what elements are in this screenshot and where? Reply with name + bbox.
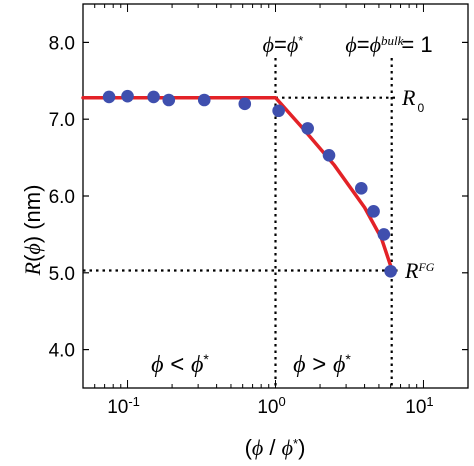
region-label-above: ϕ > ϕ* bbox=[293, 351, 351, 378]
x-tick-label-base-1: 10 bbox=[257, 397, 278, 418]
x-tick-label-exp-0: -1 bbox=[128, 394, 140, 409]
x-tick-label-0: 10-1 bbox=[107, 394, 140, 419]
data-point-7 bbox=[301, 122, 314, 135]
data-point-8 bbox=[322, 148, 336, 162]
fit-line bbox=[81, 95, 394, 271]
region-label-below: ϕ < ϕ* bbox=[151, 351, 209, 378]
x-tick-label-1: 100 bbox=[257, 394, 285, 419]
x-axis-label: (ϕ / ϕ*) bbox=[245, 435, 306, 460]
y-tick-label-2: 6.0 bbox=[49, 187, 75, 208]
x-tick-label-2: 101 bbox=[405, 394, 433, 419]
data-point-3 bbox=[162, 93, 176, 107]
data-point-0 bbox=[102, 90, 116, 104]
data-point-6 bbox=[272, 104, 285, 118]
y-tick-label-3: 7.0 bbox=[49, 110, 75, 131]
data-point-9 bbox=[354, 182, 368, 195]
data-point-10 bbox=[367, 205, 380, 218]
x-tick-label-base-0: 10 bbox=[107, 397, 128, 418]
data-point-1 bbox=[121, 89, 134, 103]
data-point-4 bbox=[197, 93, 211, 107]
data-point-12 bbox=[384, 264, 397, 278]
y-tick-label-4: 8.0 bbox=[49, 33, 75, 54]
vline-label-phi-star: ϕ=ϕ* bbox=[263, 32, 304, 57]
data-point-5 bbox=[238, 97, 252, 111]
y-tick-label-0: 4.0 bbox=[49, 341, 75, 362]
x-tick-label-base-2: 10 bbox=[405, 397, 426, 418]
x-tick-label-exp-2: 1 bbox=[426, 394, 433, 409]
hline-label-rfg: RFG bbox=[404, 258, 435, 283]
y-tick-label-1: 5.0 bbox=[49, 264, 75, 285]
data-point-11 bbox=[377, 228, 391, 241]
x-tick-label-exp-1: 0 bbox=[278, 394, 285, 409]
vline-label-phi-bulk: ϕ=ϕbulk= 1 bbox=[345, 32, 432, 57]
y-axis-label: R(ϕ) (nm) bbox=[20, 185, 45, 277]
data-point-2 bbox=[147, 90, 160, 104]
